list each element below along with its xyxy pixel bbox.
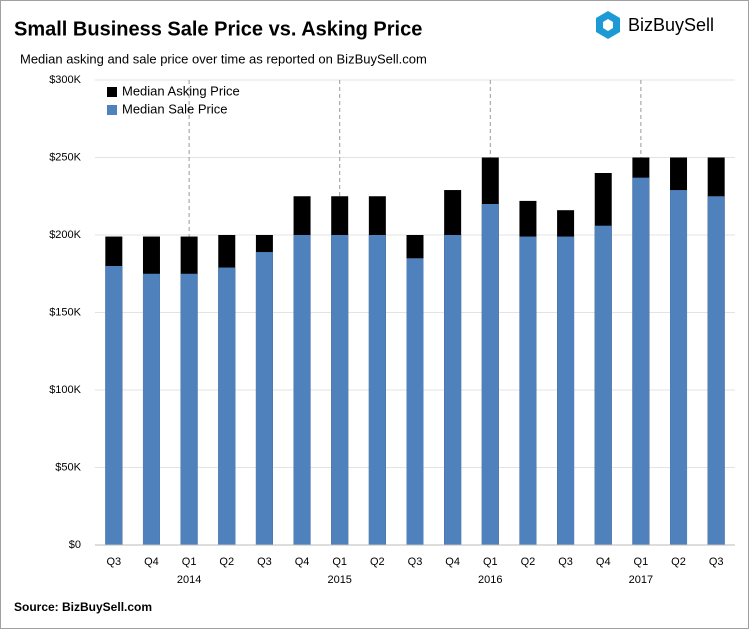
chart-subtitle: Median asking and sale price over time a… [20, 51, 427, 66]
bar [331, 235, 349, 545]
x-tick-label: Q4 [295, 556, 310, 568]
x-tick-label: Q2 [521, 556, 536, 568]
x-tick-label: Q2 [671, 556, 686, 568]
source: Source: BizBuySell.com [14, 600, 152, 614]
y-tick-label: $300K [49, 74, 81, 86]
x-tick-label: Q3 [709, 556, 724, 568]
logo-icon [596, 11, 620, 39]
bar [519, 236, 537, 546]
bar [180, 273, 198, 545]
legend-label: Median Asking Price [122, 83, 240, 98]
year-label: 2017 [629, 574, 653, 586]
x-tick-label: Q4 [144, 556, 159, 568]
x-tick-label: Q1 [332, 556, 347, 568]
bar [218, 267, 236, 545]
bar [670, 190, 688, 546]
x-tick-label: Q4 [596, 556, 611, 568]
y-tick-label: $100K [49, 384, 81, 396]
x-tick-label: Q3 [257, 556, 272, 568]
bar [142, 273, 160, 545]
x-tick-label: Q3 [106, 556, 121, 568]
x-tick-label: Q1 [483, 556, 498, 568]
bar [594, 225, 612, 545]
y-tick-label: $0 [69, 539, 81, 551]
bar [255, 252, 273, 546]
legend-label: Median Sale Price [122, 101, 228, 116]
x-tick-label: Q4 [445, 556, 460, 568]
chart-title: Small Business Sale Price vs. Asking Pri… [14, 18, 422, 40]
legend-swatch [107, 87, 117, 97]
y-tick-label: $200K [49, 229, 81, 241]
x-tick-label: Q1 [634, 556, 649, 568]
bar [293, 235, 311, 545]
bar [481, 204, 499, 545]
x-tick-label: Q1 [182, 556, 197, 568]
bar [557, 236, 575, 546]
year-label: 2015 [327, 574, 351, 586]
bar [406, 258, 424, 545]
bar [368, 235, 386, 545]
bar [105, 266, 123, 545]
year-label: 2014 [177, 574, 201, 586]
bar [444, 235, 462, 545]
brand: BizBuySell [628, 15, 714, 35]
x-tick-label: Q3 [558, 556, 573, 568]
x-tick-label: Q2 [219, 556, 234, 568]
y-tick-label: $250K [49, 151, 81, 163]
bar [632, 177, 650, 545]
bar [707, 196, 725, 545]
x-tick-label: Q3 [408, 556, 423, 568]
y-tick-label: $150K [49, 306, 81, 318]
y-tick-label: $50K [55, 461, 81, 473]
x-tick-label: Q2 [370, 556, 385, 568]
year-label: 2016 [478, 574, 502, 586]
legend-swatch [107, 105, 117, 115]
